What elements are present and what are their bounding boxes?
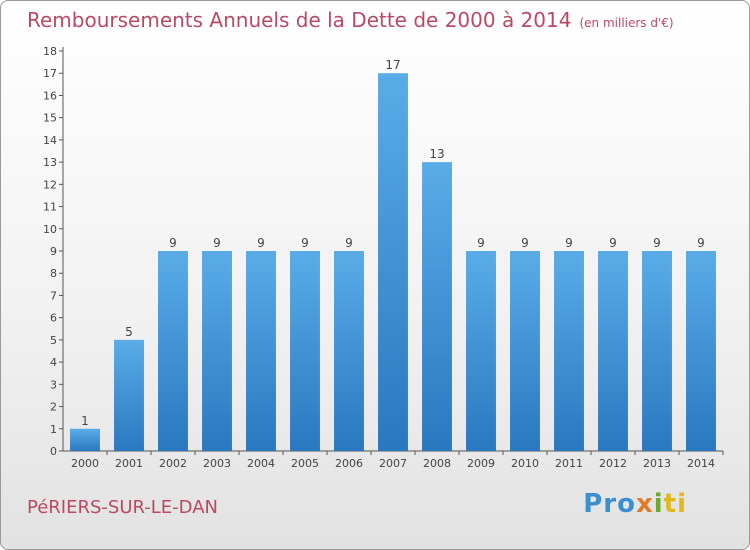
bars — [70, 73, 716, 451]
bar-2010 — [510, 251, 540, 451]
y-tick-label: 9 — [50, 245, 57, 258]
title-unit: (en milliers d'€) — [579, 16, 674, 30]
data-label-2012: 9 — [609, 236, 617, 250]
data-label-2011: 9 — [565, 236, 573, 250]
data-label-2013: 9 — [653, 236, 661, 250]
data-label-2004: 9 — [257, 236, 265, 250]
data-label-2006: 9 — [345, 236, 353, 250]
x-tick-label: 2010 — [511, 457, 539, 470]
y-tick-label: 4 — [50, 356, 57, 369]
data-label-2001: 5 — [125, 325, 133, 339]
x-tick-label: 2008 — [423, 457, 451, 470]
y-tick-label: 8 — [50, 267, 57, 280]
y-tick-label: 2 — [50, 401, 57, 414]
y-tick-label: 11 — [43, 201, 57, 214]
bar-2013 — [642, 251, 672, 451]
bar-2012 — [598, 251, 628, 451]
y-tick-label: 0 — [50, 445, 57, 458]
logo-part-3: i — [653, 489, 664, 519]
data-label-2008: 13 — [429, 147, 444, 161]
y-tick-label: 6 — [50, 312, 57, 325]
y-tick-label: 1 — [50, 423, 57, 436]
x-tick-label: 2014 — [687, 457, 715, 470]
y-tick-label: 7 — [50, 289, 57, 302]
bar-2004 — [246, 251, 276, 451]
y-tick-label: 5 — [50, 334, 57, 347]
bar-2009 — [466, 251, 496, 451]
chart-title: Remboursements Annuels de la Dette de 20… — [27, 8, 674, 32]
bar-2007 — [378, 73, 408, 451]
logo-part-1: Pro — [583, 489, 636, 519]
x-tick-label: 2012 — [599, 457, 627, 470]
x-tick-label: 2001 — [115, 457, 143, 470]
y-tick-label: 16 — [43, 89, 57, 102]
data-label-2003: 9 — [213, 236, 221, 250]
bar-2008 — [422, 162, 452, 451]
y-tick-label: 3 — [50, 378, 57, 391]
bar-2002 — [158, 251, 188, 451]
title-text: Remboursements Annuels de la Dette de 20… — [27, 8, 572, 32]
y-tick-label: 17 — [43, 67, 57, 80]
x-tick-label: 2004 — [247, 457, 275, 470]
bar-2006 — [334, 251, 364, 451]
data-label-2000: 1 — [81, 414, 89, 428]
data-label-2005: 9 — [301, 236, 309, 250]
x-tick-label: 2013 — [643, 457, 671, 470]
y-tick-label: 14 — [43, 134, 57, 147]
y-tick-label: 10 — [43, 223, 57, 236]
data-labels: 1 5 9 9 9 9 9 17 13 9 9 9 9 9 9 — [81, 58, 705, 428]
data-label-2014: 9 — [697, 236, 705, 250]
x-tick-label: 2011 — [555, 457, 583, 470]
y-tick-label: 18 — [43, 45, 57, 58]
bar-2001 — [114, 339, 144, 451]
bar-2014 — [686, 251, 716, 451]
bar-2000 — [70, 428, 100, 451]
y-tick-label: 15 — [43, 112, 57, 125]
bar-2005 — [290, 251, 320, 451]
data-label-2002: 9 — [169, 236, 177, 250]
data-label-2007: 17 — [385, 58, 400, 72]
x-tick-label: 2000 — [71, 457, 99, 470]
x-tick-label: 2005 — [291, 457, 319, 470]
logo-part-2: x — [635, 489, 654, 519]
y-tick-label: 12 — [43, 178, 57, 191]
x-tick-label: 2002 — [159, 457, 187, 470]
bar-2011 — [554, 251, 584, 451]
x-tick-label: 2007 — [379, 457, 407, 470]
x-tick-label: 2003 — [203, 457, 231, 470]
commune-name: PéRIERS-SUR-LE-DAN — [27, 497, 218, 518]
data-label-2009: 9 — [477, 236, 485, 250]
bar-2003 — [202, 251, 232, 451]
proxiti-logo: Proxiti — [583, 489, 687, 519]
logo-part-4: ti — [663, 489, 687, 519]
data-label-2010: 9 — [521, 236, 529, 250]
x-tick-label: 2009 — [467, 457, 495, 470]
y-tick-label: 13 — [43, 156, 57, 169]
x-tick-label: 2006 — [335, 457, 363, 470]
